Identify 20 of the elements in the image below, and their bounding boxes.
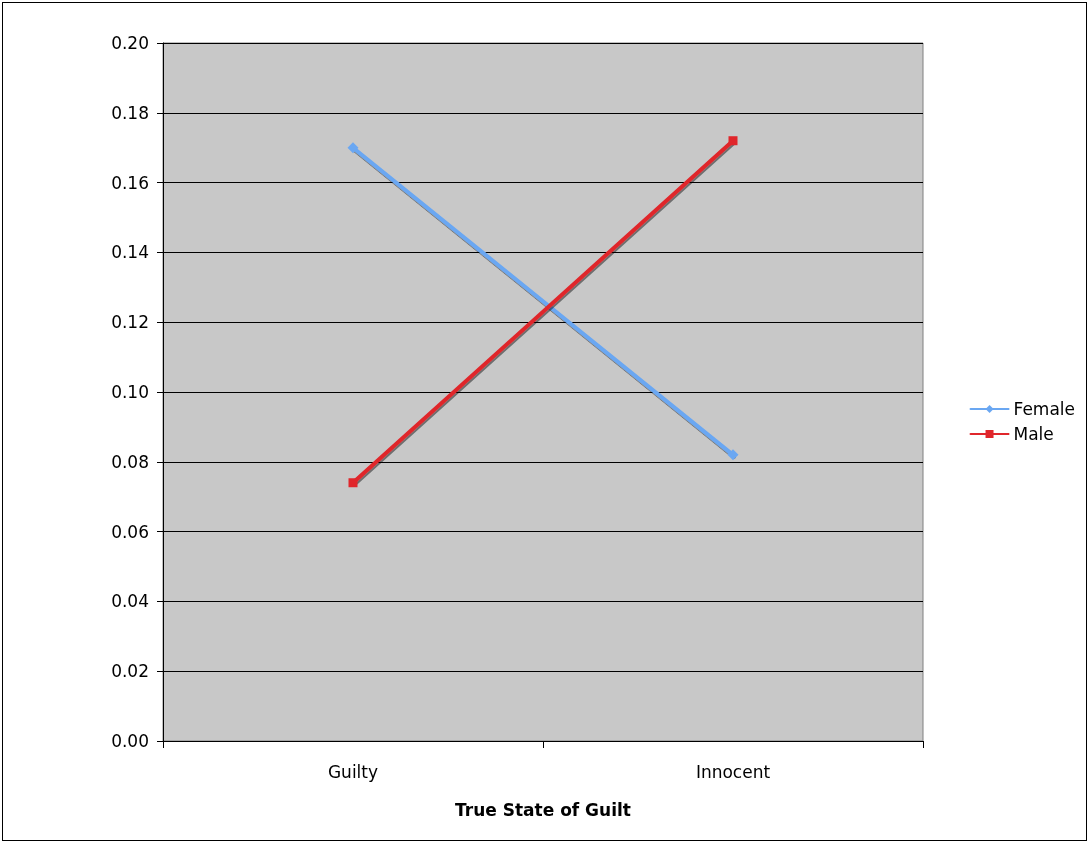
y-tick-label: 0.12: [111, 312, 149, 333]
point: [727, 449, 739, 461]
y-tick-label: 0.14: [111, 242, 149, 263]
y-tick-label: 0.20: [111, 33, 149, 53]
legend-label: Male: [1013, 424, 1054, 444]
y-tick-label: 0.08: [111, 451, 149, 472]
y-tick-label: 0.18: [111, 102, 149, 123]
y-tick-label: 0.02: [111, 661, 149, 682]
x-tick-label: Guilty: [327, 761, 379, 782]
point: [347, 142, 359, 154]
x-tick-label: Innocent: [695, 761, 771, 782]
y-tick-label: 0.06: [111, 521, 149, 542]
y-tick-label: 0.16: [111, 172, 149, 193]
point: [728, 136, 738, 146]
y-tick-label: 0.10: [111, 382, 149, 402]
y-tick-label: 0.04: [111, 591, 149, 612]
y-tick-label: 0.00: [111, 731, 149, 751]
x-axis-title: True State of Guilt: [455, 799, 631, 820]
legend-label: Female: [1013, 399, 1075, 419]
point: [348, 478, 358, 488]
